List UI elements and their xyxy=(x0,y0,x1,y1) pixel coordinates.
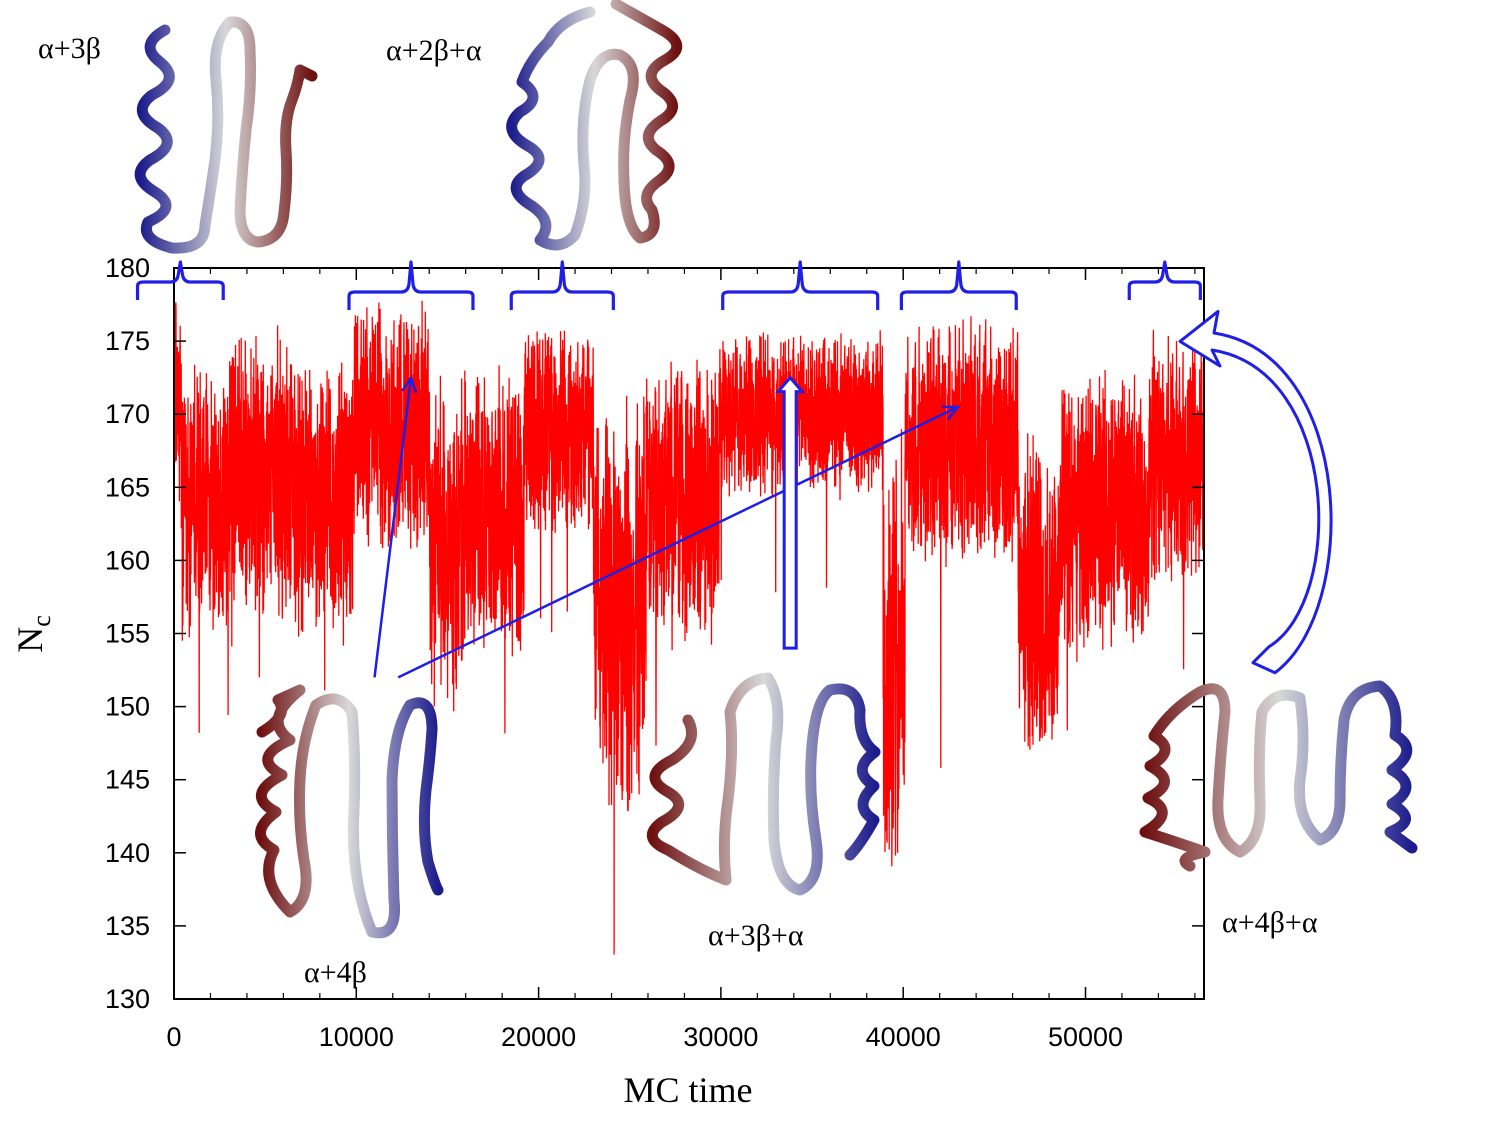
svg-text:Nc: Nc xyxy=(10,615,56,653)
state-bracket-4 xyxy=(721,260,880,310)
nc-trace-series xyxy=(173,300,1205,955)
structure-label-alpha-3beta-alpha: α+3β+α xyxy=(708,919,804,952)
structure-label-alpha-4beta-alpha: α+4β+α xyxy=(1222,906,1318,939)
x-tick-label-10000: 10000 xyxy=(319,1022,394,1052)
y-tick-label-150: 150 xyxy=(105,692,150,722)
y-tick-label-135: 135 xyxy=(105,911,150,941)
y-tick-label-130: 130 xyxy=(105,984,150,1014)
x-tick-label-40000: 40000 xyxy=(866,1022,941,1052)
y-tick-label-155: 155 xyxy=(105,619,150,649)
structure-alpha-4beta-ribbon xyxy=(255,684,444,939)
arrow-shaft xyxy=(373,377,413,678)
structure-alpha-4beta-alpha-ribbon xyxy=(1139,680,1418,872)
arrow-shaft xyxy=(397,405,959,679)
arrow-head xyxy=(401,374,418,394)
state-bracket-1 xyxy=(135,260,225,300)
structure-alpha-2beta-alpha-ribbon xyxy=(506,0,683,251)
transition-arrows xyxy=(373,309,1333,679)
y-tick-label-140: 140 xyxy=(105,838,150,868)
transition-arrow-2 xyxy=(397,405,961,679)
arrow-head xyxy=(941,405,961,421)
structure-alpha-3beta-alpha-ribbon xyxy=(647,672,881,896)
x-tick-label-50000: 50000 xyxy=(1048,1022,1123,1052)
state-bracket-6 xyxy=(1127,260,1202,300)
x-axis-label: MC time xyxy=(623,1070,752,1110)
x-tick-label-0: 0 xyxy=(166,1022,181,1052)
structure-alpha-3beta-ribbon xyxy=(134,16,318,254)
y-tick-label-160: 160 xyxy=(105,545,150,575)
state-bracket-5 xyxy=(899,260,1018,310)
y-tick-label-170: 170 xyxy=(105,399,150,429)
structure-label-alpha-2beta-alpha: α+2β+α xyxy=(386,34,482,67)
x-tick-label-20000: 20000 xyxy=(501,1022,576,1052)
y-axis-label-subscript: c xyxy=(27,615,56,627)
x-tick-label-30000: 30000 xyxy=(683,1022,758,1052)
y-tick-label-175: 175 xyxy=(105,326,150,356)
structure-label-alpha-4beta: α+4β xyxy=(304,956,367,989)
y-axis-label-main: N xyxy=(10,627,50,653)
y-axis-label: Nc xyxy=(10,615,56,653)
transition-arrow-1 xyxy=(373,374,418,678)
transition-arrow-3 xyxy=(774,375,806,650)
state-bracket-2 xyxy=(347,260,475,310)
axis-ticks: 0 10000 20000 30000 40000 50000 130 135 140 145 15… xyxy=(105,253,1204,1052)
transition-arrow-4 xyxy=(1178,309,1333,675)
state-bracket-3 xyxy=(509,260,615,310)
y-tick-label-145: 145 xyxy=(105,765,150,795)
structure-label-alpha-3beta: α+3β xyxy=(38,32,101,65)
nc-trace-line xyxy=(173,300,1205,955)
state-brackets xyxy=(135,260,1202,310)
y-tick-label-180: 180 xyxy=(105,253,150,283)
y-tick-label-165: 165 xyxy=(105,472,150,502)
